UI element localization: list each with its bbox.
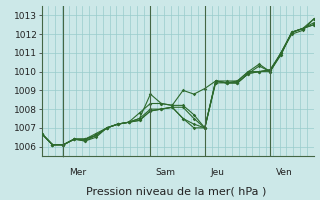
Text: Pression niveau de la mer( hPa ): Pression niveau de la mer( hPa ) bbox=[86, 186, 266, 196]
Text: Sam: Sam bbox=[156, 168, 176, 177]
Text: Ven: Ven bbox=[276, 168, 292, 177]
Text: Mer: Mer bbox=[69, 168, 86, 177]
Text: Jeu: Jeu bbox=[210, 168, 224, 177]
